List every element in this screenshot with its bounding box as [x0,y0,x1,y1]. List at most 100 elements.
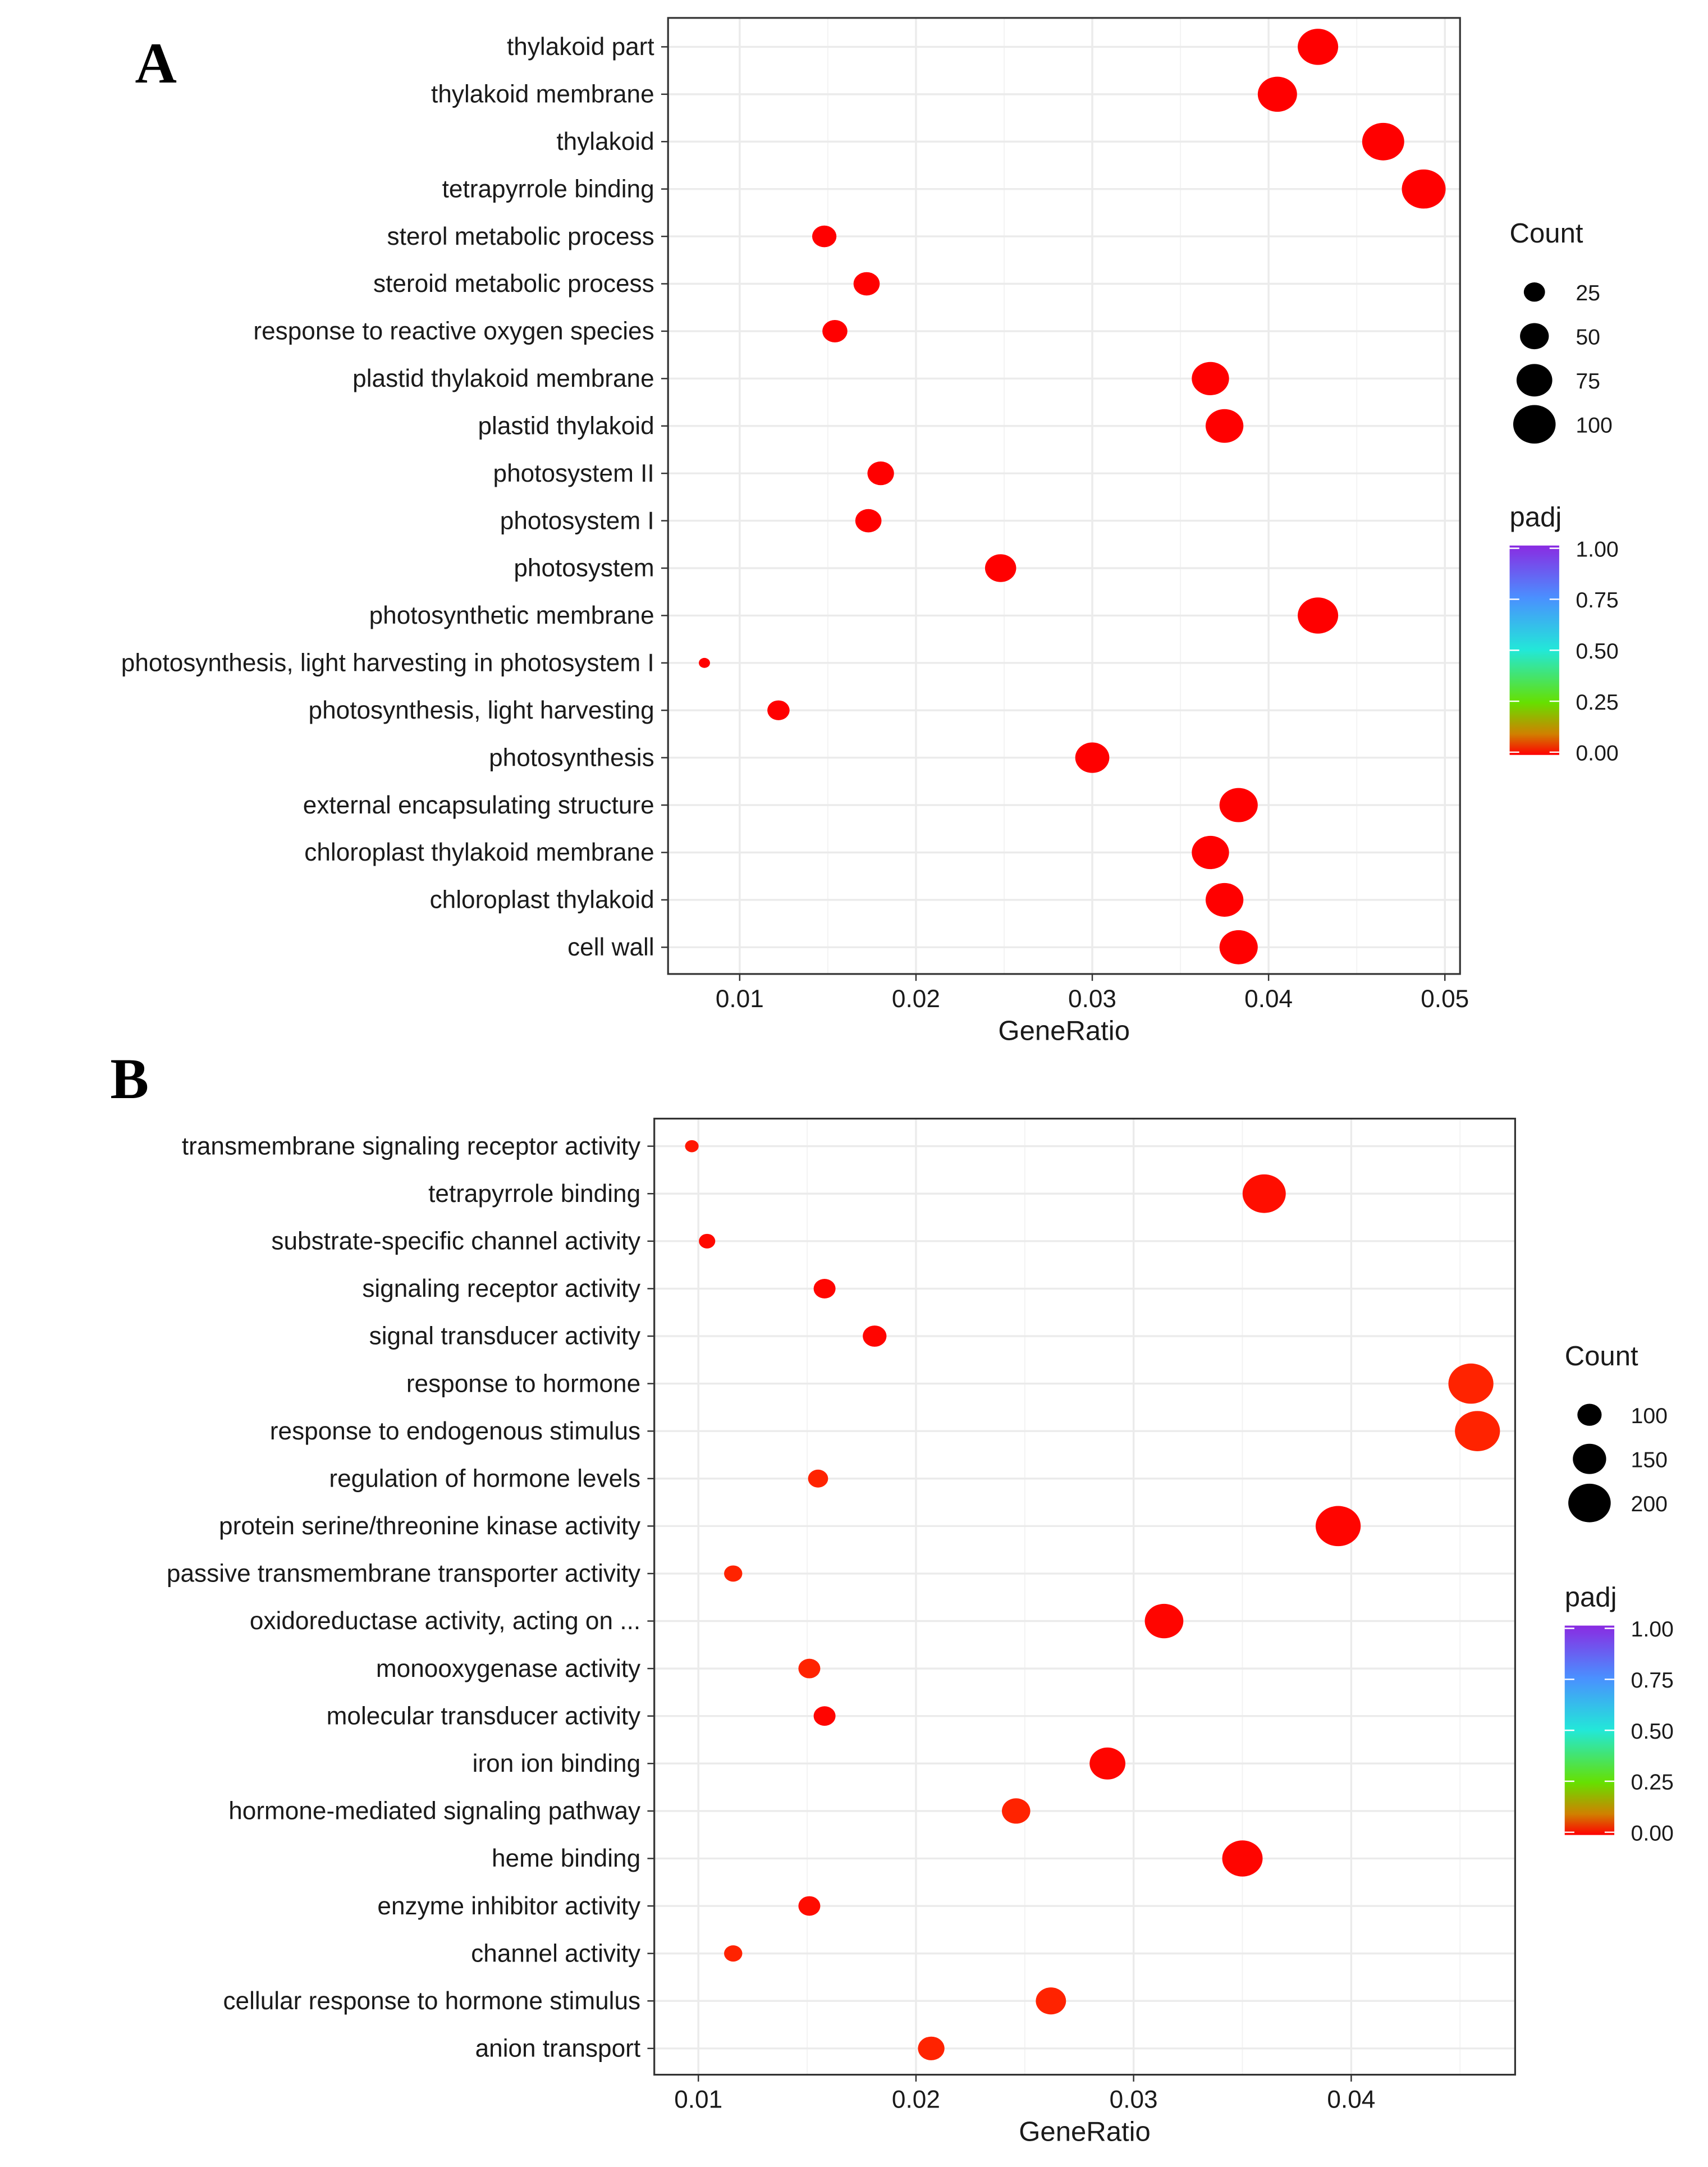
data-point [685,1140,699,1153]
data-point [1298,597,1339,634]
size-legend-label: 150 [1631,1447,1668,1472]
x-tick-label: 0.02 [892,2086,940,2113]
y-tick-label: molecular transducer activity [327,1702,641,1730]
data-point [1205,409,1244,443]
color-legend-label: 0.75 [1631,1668,1674,1693]
data-point [822,319,848,342]
data-point [1455,1411,1500,1451]
x-tick-label: 0.04 [1244,985,1293,1013]
y-tick-label: cellular response to hormone stimulus [223,1987,640,2015]
color-legend-label: 0.75 [1576,588,1618,612]
y-tick-label: photosynthesis, light harvesting [309,697,654,724]
size-legend-label: 200 [1631,1492,1668,1516]
y-tick-label: signal transducer activity [369,1323,640,1350]
plot-background [668,17,1460,974]
data-point [1402,169,1446,209]
size-legend-key [1520,323,1549,350]
y-tick-label: photosynthesis [489,744,654,771]
data-point [1362,122,1404,161]
data-point [798,1658,821,1679]
data-point [1089,1747,1125,1780]
y-tick-label: photosynthetic membrane [369,602,654,629]
data-point [1242,1174,1286,1213]
y-tick-label: photosynthesis, light harvesting in phot… [121,650,654,677]
data-point [1222,1840,1263,1877]
y-tick-label: heme binding [492,1845,640,1872]
size-legend-key [1568,1483,1611,1523]
y-tick-label: chloroplast thylakoid [430,886,654,914]
y-tick-label: substrate-specific channel activity [271,1228,640,1255]
size-legend-key [1577,1403,1602,1426]
y-tick-label: anion transport [475,2035,641,2063]
y-tick-label: tetrapyrrole binding [442,175,654,203]
data-point [724,1945,743,1962]
y-tick-label: plastid thylakoid membrane [352,365,654,392]
color-legend-label: 1.00 [1631,1617,1674,1642]
x-axis-title: GeneRatio [1019,2116,1151,2147]
size-legend-title: Count [1510,218,1583,249]
y-tick-label: enzyme inhibitor activity [377,1892,640,1920]
plot-border [667,17,1461,975]
data-point [812,225,837,248]
y-tick-label: plastid thylakoid [478,412,654,440]
data-point [1219,930,1258,964]
y-tick-label: chloroplast thylakoid membrane [304,839,654,866]
color-legend-label: 0.50 [1576,639,1618,664]
size-legend-label: 25 [1576,281,1600,305]
y-tick-label: channel activity [471,1940,640,1967]
data-point [813,1706,836,1726]
data-point [867,461,894,486]
y-tick-label: monooxygenase activity [376,1655,640,1683]
x-tick-label: 0.04 [1327,2086,1375,2113]
color-legend-label: 1.00 [1576,537,1618,561]
data-point [1205,883,1244,917]
y-tick-label: sterol metabolic process [387,223,654,250]
data-point [798,1896,821,1916]
panel-label: A [135,31,177,95]
data-point [863,1325,887,1347]
data-point [813,1278,836,1299]
data-point [1257,76,1297,112]
y-tick-label: transmembrane signaling receptor activit… [182,1132,640,1160]
y-tick-label: photosystem I [500,507,654,534]
x-tick-label: 0.01 [674,2086,722,2113]
data-point [699,657,710,668]
y-tick-label: oxidoreductase activity, acting on ... [250,1607,640,1635]
x-tick-label: 0.01 [716,985,764,1013]
y-tick-label: signaling receptor activity [362,1275,640,1302]
size-legend-key [1573,1443,1606,1474]
data-point [1036,1987,1066,2015]
color-legend-label: 0.25 [1576,690,1618,715]
y-tick-label: tetrapyrrole binding [428,1180,640,1208]
y-tick-label: response to reactive oxygen species [253,318,654,345]
data-point [984,554,1016,582]
data-point [855,509,882,533]
plot-background [654,1118,1515,2075]
x-axis-title: GeneRatio [998,1016,1130,1046]
data-point [808,1469,828,1488]
y-tick-label: hormone-mediated signaling pathway [228,1798,640,1825]
y-tick-label: photosystem II [493,460,654,487]
data-point [853,272,880,296]
y-tick-label: steroid metabolic process [373,270,654,298]
data-point [1448,1363,1494,1404]
y-tick-label: iron ion binding [473,1750,641,1777]
x-tick-label: 0.03 [1068,985,1116,1013]
panel-B: B 0.01 0.02 0.03 0.04 transmembrane signaling… [110,1047,1674,2147]
data-point [1192,835,1229,870]
y-tick-label: thylakoid [556,128,654,156]
data-point [1075,742,1110,773]
y-tick-label: regulation of hormone levels [329,1465,640,1492]
plot-border [653,1117,1516,2076]
data-point [1219,788,1258,822]
data-point [724,1565,743,1582]
color-legend-title: padj [1510,502,1562,532]
color-legend-label: 0.50 [1631,1719,1674,1744]
y-tick-label: photosystem [514,555,654,582]
y-tick-label: protein serine/threonine kinase activity [219,1512,640,1540]
y-tick-label: thylakoid part [507,33,654,61]
size-legend-key [1516,364,1553,397]
size-legend-title: Count [1565,1341,1638,1371]
color-legend-title: padj [1565,1582,1617,1612]
data-point [1144,1603,1184,1639]
